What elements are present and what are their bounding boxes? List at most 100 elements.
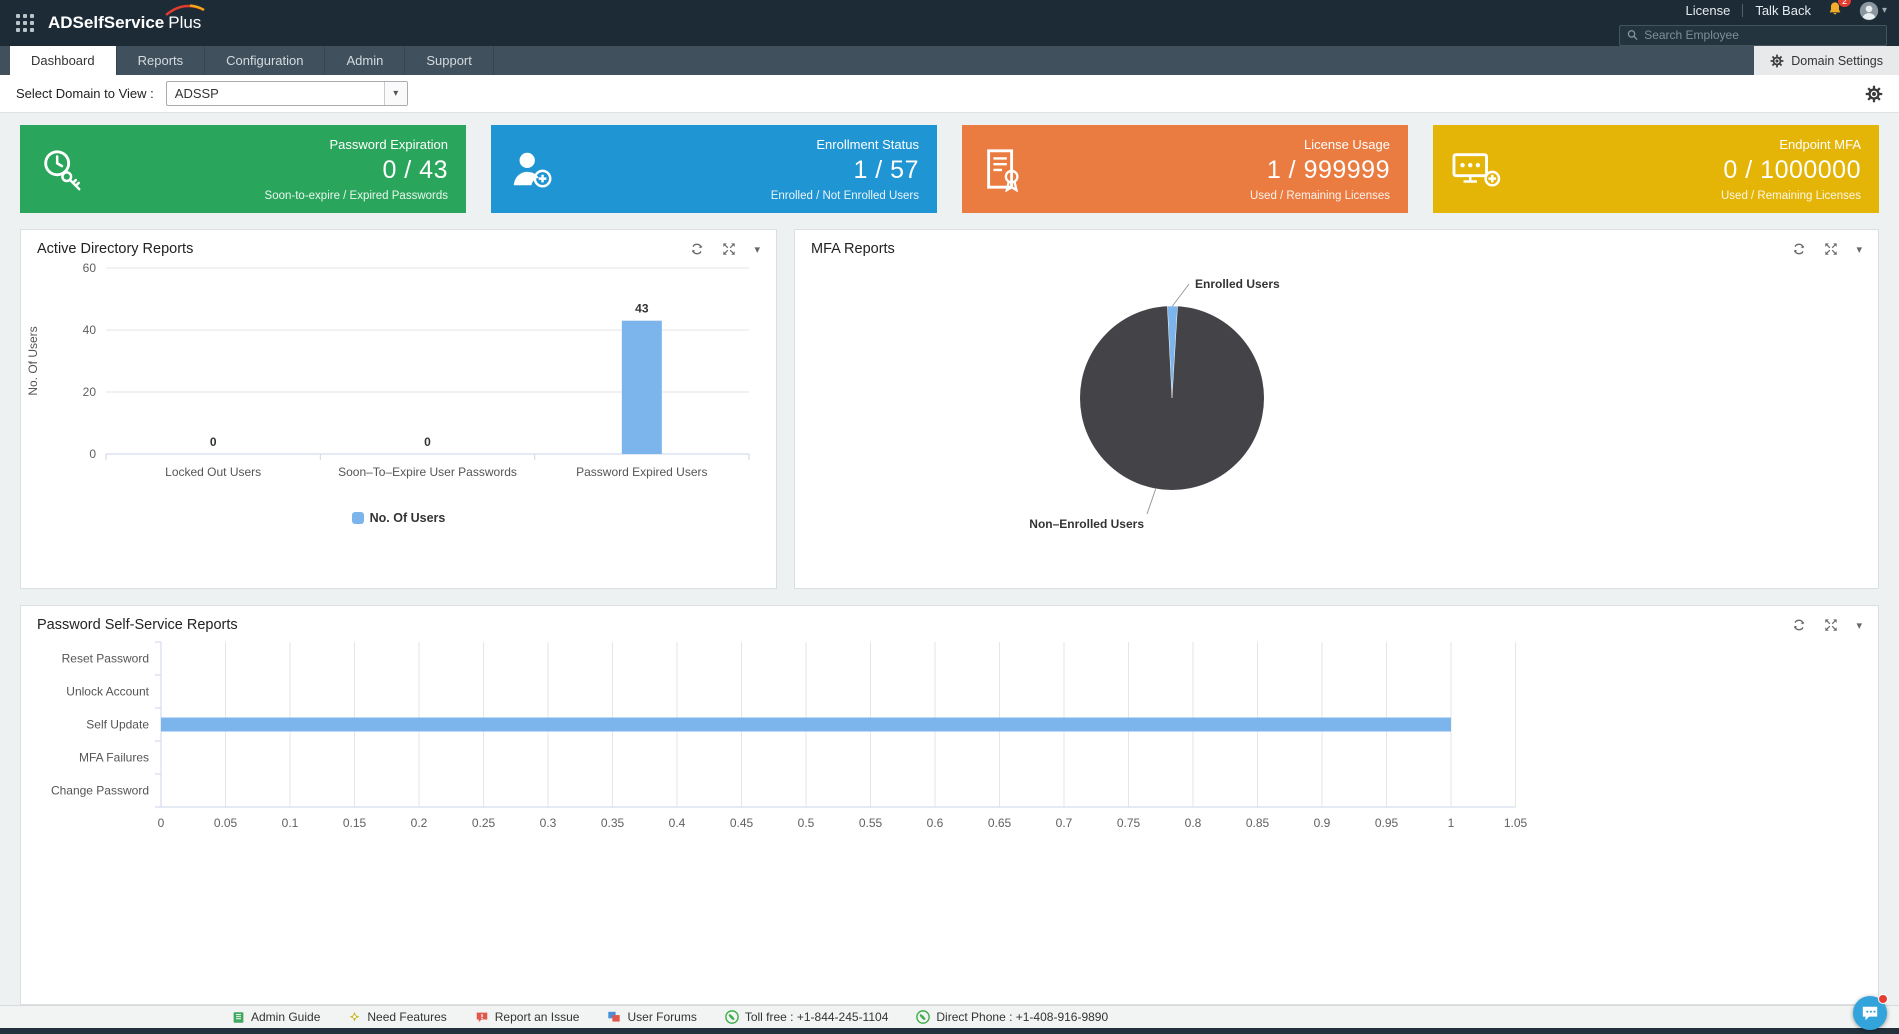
report-issue-icon	[476, 1012, 488, 1022]
gear-icon	[1770, 54, 1784, 67]
svg-text:Locked Out Users: Locked Out Users	[165, 465, 261, 479]
app-header: ADSelfService Plus License Talk Back 2	[0, 0, 1899, 46]
svg-text:20: 20	[83, 385, 97, 399]
svg-text:0.9: 0.9	[1314, 816, 1331, 830]
card-value: 1 / 57	[853, 155, 919, 184]
employee-search[interactable]	[1619, 24, 1887, 46]
svg-text:0.65: 0.65	[988, 816, 1012, 830]
svg-text:1: 1	[1448, 816, 1455, 830]
svg-text:MFA Failures: MFA Failures	[79, 751, 149, 765]
admin-guide-link[interactable]: Admin Guide	[232, 1010, 320, 1024]
card-enrollment-status[interactable]: Enrollment Status 1 / 57 Enrolled / Not …	[491, 125, 937, 213]
panel-menu-caret-icon[interactable]: ▾	[754, 243, 760, 256]
svg-text:Soon–To–Expire User Passwords: Soon–To–Expire User Passwords	[338, 465, 517, 479]
svg-text:0.2: 0.2	[411, 816, 428, 830]
svg-text:0.1: 0.1	[282, 816, 299, 830]
tabbar-spacer	[494, 46, 1754, 75]
panel-menu-caret-icon[interactable]: ▾	[1856, 243, 1862, 256]
notification-badge: 2	[1837, 0, 1851, 7]
svg-text:0.7: 0.7	[1056, 816, 1073, 830]
expand-icon[interactable]	[1824, 242, 1838, 256]
svg-text:1.05: 1.05	[1504, 816, 1528, 830]
main-nav: Dashboard Reports Configuration Admin Su…	[0, 46, 1899, 75]
phone-icon	[725, 1010, 739, 1024]
tab-admin[interactable]: Admin	[325, 46, 406, 75]
card-subtitle: Used / Remaining Licenses	[1250, 189, 1390, 202]
legend-label: No. Of Users	[369, 511, 446, 525]
svg-text:Non–Enrolled Users: Non–Enrolled Users	[1029, 517, 1144, 531]
panel-menu-caret-icon[interactable]: ▾	[1856, 619, 1862, 632]
card-title: Password Expiration	[329, 136, 449, 152]
direct-phone-number[interactable]: Direct Phone : +1-408-916-9890	[916, 1010, 1108, 1024]
svg-text:Enrolled Users: Enrolled Users	[1195, 277, 1280, 291]
svg-text:0.95: 0.95	[1375, 816, 1399, 830]
header-divider	[1742, 4, 1744, 17]
stat-cards-row: Password Expiration 0 / 43 Soon-to-expir…	[20, 125, 1879, 213]
svg-text:40: 40	[83, 323, 97, 337]
tab-support[interactable]: Support	[405, 46, 494, 75]
svg-text:0: 0	[210, 435, 217, 449]
card-value: 1 / 999999	[1266, 155, 1390, 184]
tab-reports[interactable]: Reports	[117, 46, 206, 75]
need-features-link[interactable]: Need Features	[348, 1010, 447, 1024]
refresh-icon[interactable]	[690, 242, 704, 256]
svg-text:Self Update: Self Update	[86, 718, 149, 732]
endpoint-mfa-icon	[1452, 153, 1501, 187]
card-password-expiration[interactable]: Password Expiration 0 / 43 Soon-to-expir…	[20, 125, 466, 213]
domain-select-caret-icon[interactable]: ▾	[383, 82, 407, 105]
user-menu-caret-icon: ▾	[1881, 5, 1887, 16]
expand-icon[interactable]	[722, 242, 736, 256]
panel-mfa-reports: MFA Reports ▾ Enrolled Users Non–Enrolled…	[794, 229, 1879, 589]
panel-title: MFA Reports	[811, 241, 895, 257]
window-bottom-strip	[0, 1028, 1899, 1034]
dashboard-content: Password Expiration 0 / 43 Soon-to-expir…	[0, 113, 1899, 1005]
user-menu[interactable]: ▾	[1859, 1, 1887, 21]
svg-text:0.3: 0.3	[540, 816, 557, 830]
panel-title: Password Self-Service Reports	[37, 617, 238, 633]
search-input[interactable]	[1644, 28, 1879, 42]
card-subtitle: Soon-to-expire / Expired Passwords	[264, 189, 448, 202]
card-license-usage[interactable]: License Usage 1 / 999999 Used / Remainin…	[962, 125, 1408, 213]
toll-free-number[interactable]: Toll free : +1-844-245-1104	[725, 1010, 888, 1024]
tab-configuration[interactable]: Configuration	[205, 46, 326, 75]
brand-name: ADSelfService	[48, 13, 165, 32]
license-link[interactable]: License	[1685, 3, 1731, 18]
user-forums-link[interactable]: User Forums	[607, 1010, 697, 1024]
panel-password-self-service-reports: Password Self-Service Reports ▾ 0 0.05 0.1…	[20, 605, 1879, 1005]
refresh-icon[interactable]	[1792, 242, 1806, 256]
password-expiry-icon	[44, 150, 81, 191]
mfa-pie-chart: Enrolled Users Non–Enrolled Users	[1029, 277, 1280, 531]
domain-settings-button[interactable]: Domain Settings	[1754, 46, 1899, 75]
card-value: 0 / 43	[382, 155, 448, 184]
panel-active-directory-reports: Active Directory Reports ▾ 0 20 40 60 0 Locke…	[20, 229, 777, 589]
svg-text:43: 43	[635, 302, 649, 316]
license-icon	[987, 149, 1019, 192]
ad-bar-chart: 0 20 40 60 0 Locked Out Users 0 Soon–To–Expire …	[26, 261, 750, 479]
refresh-icon[interactable]	[1792, 618, 1806, 632]
user-add-icon	[513, 152, 552, 188]
domain-select-bar: Select Domain to View : ADSSP ▾	[0, 75, 1899, 113]
app-logo[interactable]: ADSelfService Plus	[48, 4, 205, 33]
phone-icon	[916, 1010, 931, 1024]
talkback-link[interactable]: Talk Back	[1755, 3, 1811, 18]
dashboard-settings-gear-icon[interactable]	[1865, 85, 1883, 103]
svg-text:Change Password: Change Password	[51, 784, 149, 798]
card-endpoint-mfa[interactable]: Endpoint MFA 0 / 1000000 Used / Remainin…	[1433, 125, 1879, 213]
tab-dashboard[interactable]: Dashboard	[10, 46, 117, 75]
apps-grid-icon[interactable]	[16, 14, 34, 32]
ad-chart-legend[interactable]: No. Of Users	[351, 511, 446, 525]
expand-icon[interactable]	[1824, 618, 1838, 632]
search-icon	[1627, 30, 1638, 40]
svg-text:0.05: 0.05	[214, 816, 238, 830]
card-title: Enrollment Status	[816, 136, 919, 152]
svg-text:0.5: 0.5	[798, 816, 815, 830]
notification-bell-icon[interactable]: 2	[1827, 0, 1851, 20]
live-chat-button[interactable]	[1853, 994, 1888, 1030]
card-subtitle: Enrolled / Not Enrolled Users	[770, 189, 919, 202]
report-issue-link[interactable]: Report an Issue	[475, 1010, 579, 1024]
svg-text:0: 0	[89, 447, 96, 461]
svg-text:0.6: 0.6	[927, 816, 944, 830]
svg-text:0.8: 0.8	[1185, 816, 1202, 830]
svg-text:Reset Password: Reset Password	[62, 652, 149, 666]
domain-select[interactable]: ADSSP ▾	[165, 81, 408, 106]
